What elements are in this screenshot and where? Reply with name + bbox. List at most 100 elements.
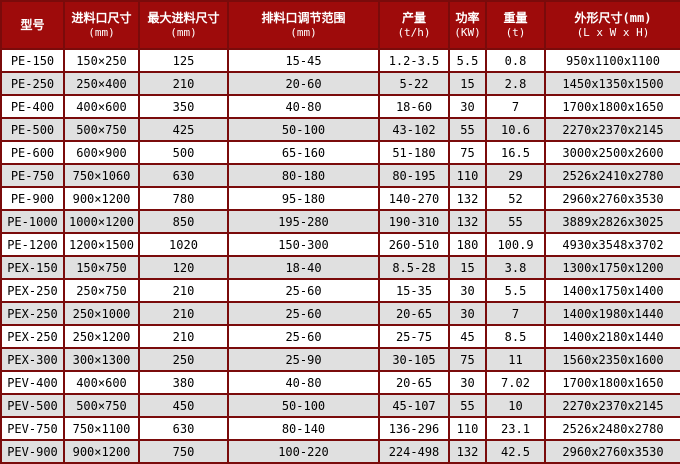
cell: PE-1200 (0, 232, 65, 257)
cell: 1400x2180x1440 (544, 324, 680, 349)
cell: PEX-300 (0, 347, 65, 372)
cell: 132 (448, 209, 487, 234)
table-body: PE-150 150×250 125 15-45 1.2-3.5 5.5 0.8 950x11… (0, 48, 680, 464)
table-row: PE-900 900×1200 780 95-180 140-270 132 52 2960x… (0, 186, 680, 211)
cell: 20-60 (227, 71, 380, 96)
cell: 2270x2370x2145 (544, 117, 680, 142)
column-label: 最大进料尺寸 (147, 11, 220, 25)
cell: 500×750 (63, 117, 140, 142)
cell: PEV-500 (0, 393, 65, 418)
cell: 210 (138, 71, 229, 96)
cell: 180 (448, 232, 487, 257)
cell: 425 (138, 117, 229, 142)
cell: PE-900 (0, 186, 65, 211)
cell: 250×1000 (63, 301, 140, 326)
cell: 1700x1800x1650 (544, 94, 680, 119)
cell: 150-300 (227, 232, 380, 257)
cell: 25-60 (227, 301, 380, 326)
column-unit: (mm) (290, 26, 317, 39)
cell: 55 (485, 209, 546, 234)
cell: 10 (485, 393, 546, 418)
cell: 11 (485, 347, 546, 372)
table-row: PEX-250 250×1200 210 25-60 25-75 45 8.5 1400x21… (0, 324, 680, 349)
column-unit: (mm) (170, 26, 197, 39)
cell: 1020 (138, 232, 229, 257)
cell: 1200×1500 (63, 232, 140, 257)
cell: 250×1200 (63, 324, 140, 349)
cell: 50-100 (227, 117, 380, 142)
cell: 5.5 (485, 278, 546, 303)
cell: 0.8 (485, 48, 546, 73)
cell: 350 (138, 94, 229, 119)
cell: 18-60 (378, 94, 450, 119)
cell: 2960x2760x3530 (544, 186, 680, 211)
column-header-capacity: 产量 (t/h) (378, 0, 450, 50)
column-unit: (L x W x H) (576, 26, 650, 39)
cell: 4930x3548x3702 (544, 232, 680, 257)
cell: 1560x2350x1600 (544, 347, 680, 372)
cell: 43-102 (378, 117, 450, 142)
column-header-overall-dimensions: 外形尺寸(mm) (L x W x H) (544, 0, 680, 50)
cell: 210 (138, 278, 229, 303)
cell: PEV-750 (0, 416, 65, 441)
cell: 450 (138, 393, 229, 418)
table-row: PEX-250 250×1000 210 25-60 20-65 30 7 1400x1980… (0, 301, 680, 326)
cell: 5-22 (378, 71, 450, 96)
column-unit: (t) (505, 26, 526, 39)
cell: 500×750 (63, 393, 140, 418)
cell: 30-105 (378, 347, 450, 372)
cell: 8.5 (485, 324, 546, 349)
cell: 75 (448, 347, 487, 372)
column-header-max-feed-size: 最大进料尺寸 (mm) (138, 0, 229, 50)
cell: 110 (448, 163, 487, 188)
cell: 850 (138, 209, 229, 234)
cell: 29 (485, 163, 546, 188)
table-row: PE-600 600×900 500 65-160 51-180 75 16.5 3000x2… (0, 140, 680, 165)
table-row: PEV-900 900×1200 750 100-220 224-498 132 42.5 2… (0, 439, 680, 464)
table-row: PEX-250 250×750 210 25-60 15-35 30 5.5 1400x175… (0, 278, 680, 303)
cell: 950x1100x1100 (544, 48, 680, 73)
cell: PEX-250 (0, 324, 65, 349)
cell: PE-600 (0, 140, 65, 165)
cell: 30 (448, 94, 487, 119)
cell: 750 (138, 439, 229, 464)
cell: 750×1060 (63, 163, 140, 188)
cell: 55 (448, 117, 487, 142)
cell: 630 (138, 163, 229, 188)
cell: 1400x1750x1400 (544, 278, 680, 303)
column-unit: (t/h) (397, 26, 431, 39)
cell: 18-40 (227, 255, 380, 280)
cell: 7.02 (485, 370, 546, 395)
cell: 2526x2410x2780 (544, 163, 680, 188)
cell: 80-195 (378, 163, 450, 188)
cell: PEX-250 (0, 278, 65, 303)
cell: 110 (448, 416, 487, 441)
cell: 1300x1750x1200 (544, 255, 680, 280)
cell: 42.5 (485, 439, 546, 464)
cell: 95-180 (227, 186, 380, 211)
column-header-power: 功率 (KW) (448, 0, 487, 50)
table-row: PE-1200 1200×1500 1020 150-300 260-510 180 100… (0, 232, 680, 257)
cell: 52 (485, 186, 546, 211)
cell: PEX-150 (0, 255, 65, 280)
table-row: PEX-150 150×750 120 18-40 8.5-28 15 3.8 1300x17… (0, 255, 680, 280)
cell: 20-65 (378, 370, 450, 395)
cell: 30 (448, 278, 487, 303)
cell: 1400x1980x1440 (544, 301, 680, 326)
cell: 23.1 (485, 416, 546, 441)
cell: PE-750 (0, 163, 65, 188)
cell: 1000×1200 (63, 209, 140, 234)
cell: 780 (138, 186, 229, 211)
cell: 1700x1800x1650 (544, 370, 680, 395)
cell: 1450x1350x1500 (544, 71, 680, 96)
column-label: 外形尺寸(mm) (574, 11, 652, 25)
cell: 132 (448, 439, 487, 464)
cell: 3889x2826x3025 (544, 209, 680, 234)
cell: 250×400 (63, 71, 140, 96)
column-label: 功率 (455, 11, 480, 25)
table-header: 型号 进料口尺寸 (mm) 最大进料尺寸 (mm) 排料口调节范围 (mm) 产… (0, 0, 680, 50)
cell: 15-45 (227, 48, 380, 73)
cell: 10.6 (485, 117, 546, 142)
cell: 900×1200 (63, 186, 140, 211)
